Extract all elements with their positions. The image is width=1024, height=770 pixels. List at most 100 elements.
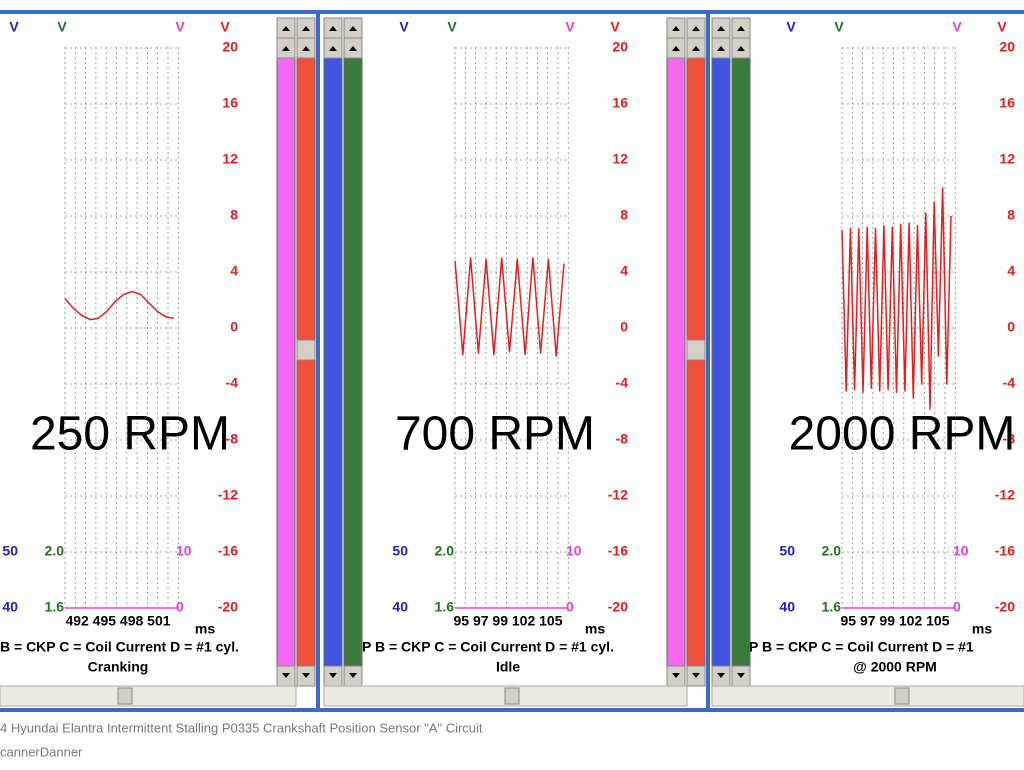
scroll-thumb[interactable]	[296, 339, 316, 361]
scrollbar-track	[276, 17, 296, 687]
rpm-label: 700 RPM	[395, 408, 595, 461]
legend: B = CKP C = Coil Current D = #1 cyl.	[0, 639, 239, 655]
scale-label: -8	[226, 431, 239, 447]
scroll-thumb[interactable]	[686, 339, 706, 361]
scale-label: 4	[1007, 263, 1015, 279]
scale-label: 8	[230, 207, 238, 223]
scrollbar-track	[343, 17, 363, 687]
scale-label: -16	[608, 543, 628, 559]
channel-label: V	[175, 19, 185, 35]
scale-label: -8	[1003, 431, 1016, 447]
scale-label: -4	[226, 375, 239, 391]
rpm-label: 2000 RPM	[789, 408, 1016, 461]
scale-label: 2.0	[45, 543, 65, 559]
window-border	[706, 10, 710, 712]
x-unit: ms	[195, 621, 215, 637]
scale-label: 1.6	[45, 599, 65, 615]
scale-label: 0	[230, 319, 238, 335]
scale-label: -4	[616, 375, 629, 391]
scale-label: -20	[995, 599, 1015, 615]
horizontal-scrollbar	[0, 685, 297, 707]
channel-label: V	[220, 19, 230, 35]
scale-label: 8	[620, 207, 628, 223]
scrollbar-track	[323, 17, 343, 687]
rpm-label: 250 RPM	[30, 408, 230, 461]
x-unit: ms	[585, 621, 605, 637]
waveform	[64, 290, 175, 321]
scale-label: 12	[222, 151, 238, 167]
scale-label: 20	[612, 39, 628, 55]
window-top-border	[0, 10, 1024, 14]
scale-label: 0	[566, 599, 574, 615]
scale-label: -12	[608, 487, 628, 503]
scale-label: 16	[999, 95, 1015, 111]
scale-label: 50	[2, 543, 18, 559]
caption: cannerDanner	[0, 744, 83, 759]
scale-label: 50	[779, 543, 795, 559]
channel-label: V	[952, 19, 962, 35]
waveform	[841, 187, 952, 410]
scale-label: 40	[779, 599, 795, 615]
channel-label: V	[57, 19, 67, 35]
caption: 4 Hyundai Elantra Intermittent Stalling …	[0, 720, 483, 735]
scale-label: 16	[612, 95, 628, 111]
channel-label: V	[610, 19, 620, 35]
channel-label: V	[447, 19, 457, 35]
x-tick-labels: 95 97 99 102 105	[454, 613, 563, 629]
scale-label: 50	[392, 543, 408, 559]
horizontal-scrollbar	[711, 685, 1024, 707]
subtitle: Cranking	[88, 659, 149, 675]
scale-label: -12	[995, 487, 1015, 503]
scale-label: 1.6	[822, 599, 842, 615]
scale-label: 0	[953, 599, 961, 615]
scale-label: 16	[222, 95, 238, 111]
x-unit: ms	[972, 621, 992, 637]
scale-label: -20	[608, 599, 628, 615]
channel-label: V	[9, 19, 19, 35]
scale-label: 1.6	[435, 599, 455, 615]
x-tick-labels: 492 495 498 501	[65, 613, 170, 629]
channel-label: V	[997, 19, 1007, 35]
channel-label: V	[399, 19, 409, 35]
scrollbar-track	[711, 17, 731, 687]
scale-label: 12	[612, 151, 628, 167]
scale-label: 40	[392, 599, 408, 615]
window-border	[316, 10, 320, 712]
scale-label: 0	[620, 319, 628, 335]
scale-label: 40	[2, 599, 18, 615]
scale-label: 10	[566, 543, 582, 559]
scale-label: 4	[230, 263, 238, 279]
scale-label: 12	[999, 151, 1015, 167]
scale-label: 2.0	[822, 543, 842, 559]
scale-label: -16	[995, 543, 1015, 559]
scale-label: 20	[999, 39, 1015, 55]
waveform	[454, 257, 565, 357]
scale-label: -4	[1003, 375, 1016, 391]
scale-label: -8	[616, 431, 629, 447]
scale-label: 20	[222, 39, 238, 55]
scale-label: 10	[953, 543, 969, 559]
scale-label: 0	[176, 599, 184, 615]
scroll-thumb[interactable]	[117, 687, 133, 705]
scroll-thumb[interactable]	[504, 687, 520, 705]
window-bottom-border	[0, 708, 1024, 712]
legend: P B = CKP C = Coil Current D = #1	[749, 639, 974, 655]
scale-label: -12	[218, 487, 238, 503]
scrollbar-track	[666, 17, 686, 687]
scale-label: -16	[218, 543, 238, 559]
channel-label: V	[786, 19, 796, 35]
legend: P B = CKP C = Coil Current D = #1 cyl.	[362, 639, 614, 655]
channel-label: V	[834, 19, 844, 35]
x-tick-labels: 95 97 99 102 105	[841, 613, 950, 629]
scale-label: 8	[1007, 207, 1015, 223]
scale-label: 0	[1007, 319, 1015, 335]
subtitle: Idle	[496, 659, 520, 675]
subtitle: @ 2000 RPM	[853, 659, 937, 675]
scale-label: -20	[218, 599, 238, 615]
scale-label: 2.0	[435, 543, 455, 559]
scale-label: 10	[176, 543, 192, 559]
scroll-thumb[interactable]	[894, 687, 910, 705]
scale-label: 4	[620, 263, 628, 279]
scrollbar-track	[731, 17, 751, 687]
